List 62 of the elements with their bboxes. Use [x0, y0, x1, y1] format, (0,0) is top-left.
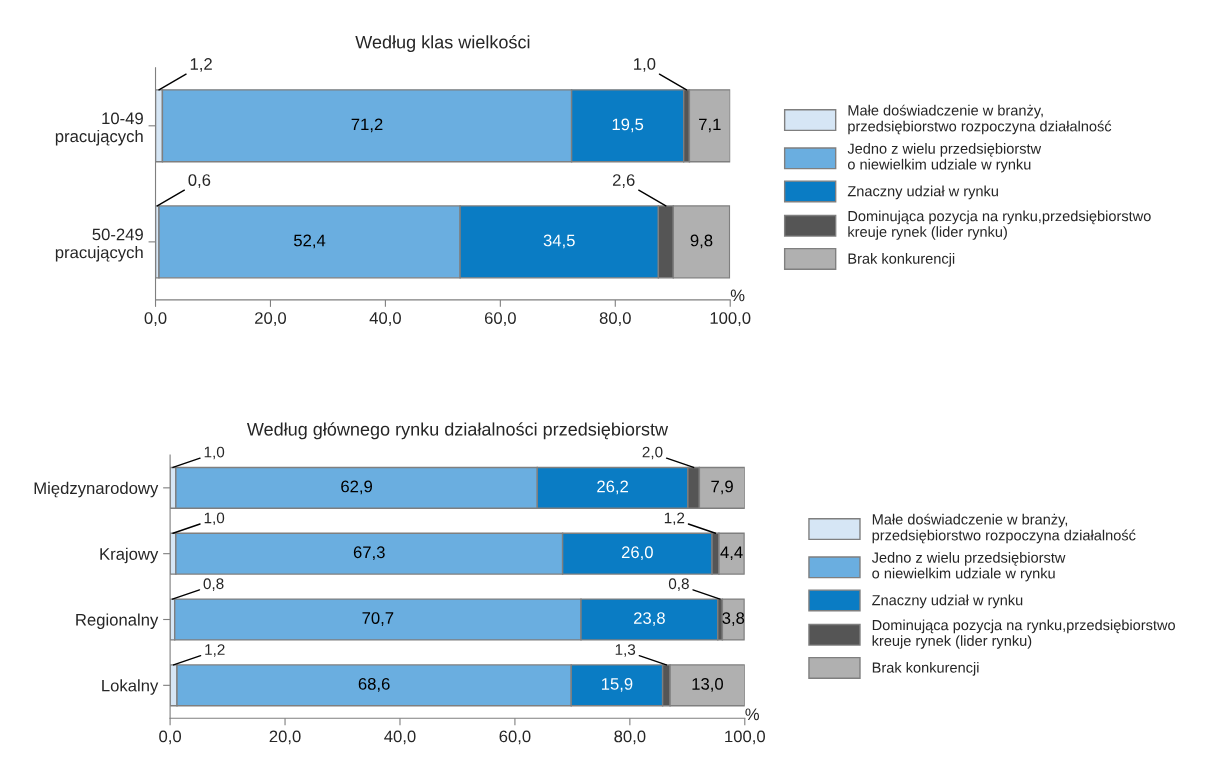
x-tick-label: 0,0 — [159, 730, 182, 745]
y-tick-label: Lokalny — [102, 679, 159, 695]
x-axis-title: % — [745, 708, 760, 721]
data-label: 13,0 — [692, 678, 724, 692]
data-label: 1,0 — [204, 446, 225, 460]
legend-label: Małe doświadczenie w branży, przedsiębiorstwo rozpoczyna działalność — [848, 104, 1112, 135]
data-label: 1,0 — [634, 58, 656, 72]
x-tick-label: 80,0 — [599, 312, 631, 326]
data-label: 0,8 — [668, 578, 689, 591]
data-label: 19,5 — [612, 118, 644, 133]
data-label: 7,1 — [699, 118, 721, 133]
data-label: 1,2 — [664, 512, 685, 526]
data-label: 62,9 — [341, 480, 373, 495]
x-axis-title: % — [730, 289, 745, 302]
y-tick-label: 50-249 pracujących — [55, 228, 143, 262]
legend-label: Znaczny udział w rynku — [872, 594, 1023, 609]
data-label: 4,4 — [720, 546, 743, 561]
data-label: 1,3 — [615, 644, 636, 657]
data-label: 26,0 — [621, 546, 653, 561]
legend-label: Brak konkurencji — [848, 253, 955, 267]
x-tick-label: 100,0 — [710, 312, 751, 326]
legend-label: Brak konkurencji — [872, 662, 979, 676]
data-label: 34,5 — [543, 234, 575, 249]
data-label: 0,6 — [188, 174, 211, 188]
data-label: 52,4 — [293, 234, 326, 249]
data-label: 26,2 — [597, 480, 628, 495]
x-tick-label: 60,0 — [484, 312, 516, 326]
data-label: 3,8 — [722, 612, 745, 626]
legend-label: Jedno z wielu przedsiębiorstw o niewielkim udziale w rynku — [847, 143, 1042, 173]
data-label: 23,8 — [634, 612, 665, 626]
data-label: 7,9 — [711, 480, 733, 495]
legend-label: Dominująca pozycja na rynku,przedsiębiorstwo kreuje rynek (lider rynku) — [872, 619, 1176, 649]
legend-label: Jedno z wielu przedsiębiorstw o niewielkim udziale w rynku — [871, 552, 1066, 582]
x-tick-label: 60,0 — [499, 730, 531, 745]
y-tick-label: Krajowy — [100, 547, 159, 564]
data-label: 68,6 — [358, 678, 390, 692]
data-label: 67,3 — [353, 546, 385, 561]
data-label: 15,9 — [601, 678, 633, 692]
legend-label: Małe doświadczenie w branży, przedsiębiorstwo rozpoczyna działalność — [872, 513, 1136, 544]
y-tick-label: Regionalny — [76, 613, 159, 629]
x-tick-label: 0,0 — [144, 312, 167, 326]
data-label: 0,8 — [203, 578, 224, 591]
data-label: 71,2 — [351, 118, 383, 133]
data-label: 2,0 — [642, 446, 663, 460]
x-tick-label: 40,0 — [384, 730, 416, 745]
x-tick-label: 100,0 — [725, 730, 765, 745]
data-label: 70,7 — [362, 612, 394, 626]
x-tick-label: 20,0 — [269, 730, 301, 745]
legend-label: Dominująca pozycja na rynku,przedsiębiorstwo kreuje rynek (lider rynku) — [848, 210, 1151, 240]
x-tick-label: 20,0 — [255, 312, 287, 326]
data-label: 1,2 — [205, 644, 225, 657]
y-tick-label: 10-49 pracujących — [55, 112, 143, 146]
legend-label: Znaczny udział w rynku — [847, 185, 998, 200]
y-tick-label: Międzynarodowy — [34, 481, 159, 498]
x-tick-label: 40,0 — [369, 312, 401, 326]
data-label: 2,6 — [612, 174, 635, 188]
data-label: 1,0 — [204, 512, 225, 526]
chart-title: Według głównego rynku działalności przedsiębiorstw — [246, 422, 669, 440]
data-label: 9,8 — [690, 234, 713, 249]
x-tick-label: 80,0 — [614, 730, 646, 745]
chart-title: Według klas wielkości — [355, 35, 530, 53]
data-label: 1,2 — [190, 58, 212, 72]
